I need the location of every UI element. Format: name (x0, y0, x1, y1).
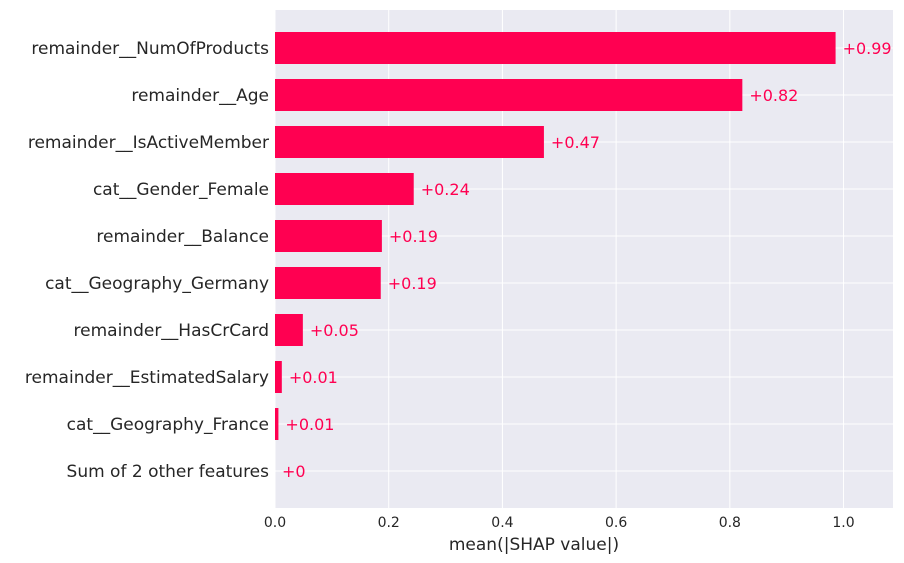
bar (275, 408, 279, 440)
bar-value-label: +0.19 (388, 274, 437, 293)
category-label: remainder__EstimatedSalary (25, 368, 269, 388)
category-label: cat__Geography_France (67, 415, 269, 435)
x-axis-ticks: 0.0 0.2 0.4 0.6 0.8 1.0 (264, 515, 855, 531)
bars (275, 32, 836, 440)
category-label: remainder__Age (131, 86, 269, 106)
category-label: remainder__NumOfProducts (31, 39, 269, 59)
category-label: remainder__Balance (96, 227, 269, 247)
bar (275, 361, 282, 393)
category-label: remainder__HasCrCard (74, 321, 269, 341)
category-label: cat__Gender_Female (93, 180, 269, 200)
category-labels: remainder__NumOfProducts remainder__Agere… (25, 39, 269, 482)
bar (275, 126, 544, 158)
bar-value-label: +0 (282, 462, 306, 481)
bar-value-label: +0.99 (843, 39, 892, 58)
bar-value-label: +0.19 (389, 227, 438, 246)
bar-value-label: +0.01 (289, 368, 338, 387)
bar (275, 314, 303, 346)
bar (275, 79, 743, 111)
bar-value-label: +0.01 (285, 415, 334, 434)
value-labels: +0.99 +0.82 +0.47 +0.24 +0.19 +0.19 +0.05 +0.01… (282, 39, 892, 481)
category-label: Sum of 2 other features (67, 462, 270, 482)
bar (275, 173, 414, 205)
bar (275, 220, 382, 252)
bar-value-label: +0.05 (310, 321, 359, 340)
x-axis-title: mean(|SHAP value|) (449, 535, 619, 555)
bar (275, 267, 381, 299)
bar-value-label: +0.82 (749, 86, 798, 105)
x-tick-label: 0.6 (605, 515, 627, 531)
x-tick-label: 0.4 (491, 515, 513, 531)
bar-value-label: +0.47 (551, 133, 600, 152)
bar (275, 32, 836, 64)
x-tick-label: 1.0 (832, 515, 854, 531)
x-tick-label: 0.0 (264, 515, 286, 531)
category-label: cat__Geography_Germany (45, 274, 269, 294)
bar-value-label: +0.24 (421, 180, 470, 199)
category-label: remainder__IsActiveMember (28, 133, 269, 153)
x-tick-label: 0.8 (719, 515, 741, 531)
x-tick-label: 0.2 (378, 515, 400, 531)
